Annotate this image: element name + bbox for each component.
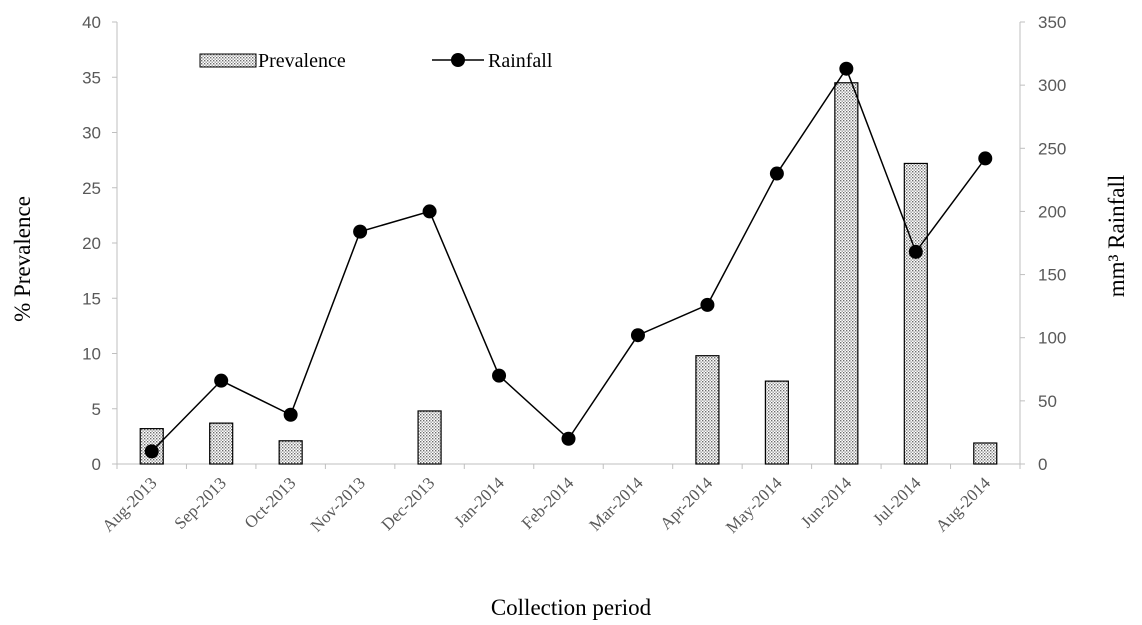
x-tick-label: Oct-2013: [241, 473, 300, 532]
prevalence-bar: [278, 440, 303, 465]
rainfall-point: [839, 61, 854, 76]
rainfall-point: [283, 407, 298, 422]
prevalence-bar: [209, 422, 234, 465]
legend: Prevalence Rainfall: [199, 50, 553, 72]
y-tick-label: 10: [82, 345, 101, 364]
y-tick-label: 30: [82, 124, 101, 143]
y-tick-label: 40: [82, 13, 101, 32]
rainfall-point: [144, 444, 159, 459]
legend-rainfall-label: Rainfall: [488, 50, 553, 72]
prevalence-bar: [417, 410, 442, 465]
x-tick-label: Dec-2013: [378, 473, 439, 534]
prevalence-bar: [973, 442, 998, 465]
x-tick-label: Aug-2014: [932, 473, 995, 536]
rainfall-line: [151, 67, 986, 452]
x-tick-label: Jul-2014: [869, 473, 925, 529]
y-tick-label: 35: [82, 68, 101, 87]
legend-prevalence-label: Prevalence: [258, 50, 346, 72]
y-tick-label: 15: [82, 289, 101, 308]
x-tick-label: Feb-2014: [518, 473, 578, 533]
prevalence-bar: [903, 162, 928, 465]
prevalence-bar: [764, 380, 789, 465]
rainfall-point: [492, 368, 507, 383]
prevalence-bar: [834, 82, 859, 465]
rainfall-point: [353, 224, 368, 239]
x-tick-label: Mar-2014: [586, 473, 648, 535]
rainfall-point: [700, 297, 715, 312]
y2-tick-label: 150: [1038, 266, 1066, 285]
x-tick-label: Nov-2013: [307, 473, 369, 535]
y2-tick-label: 100: [1038, 329, 1066, 348]
rainfall-point: [908, 244, 923, 259]
x-tick-label: Jun-2014: [797, 473, 856, 532]
y-tick-label: 5: [92, 400, 101, 419]
y2-tick-label: 250: [1038, 139, 1066, 158]
legend-prevalence-swatch: [199, 53, 257, 68]
legend-rainfall-marker: [451, 53, 465, 67]
y2-tick-label: 50: [1038, 392, 1057, 411]
y2-tick-label: 200: [1038, 202, 1066, 221]
x-tick-label: Jan-2014: [450, 473, 508, 531]
x-tick-label: Sep-2013: [171, 473, 231, 533]
y2-tick-label: 300: [1038, 76, 1066, 95]
x-tick-label: Aug-2013: [98, 473, 160, 535]
rainfall-point: [422, 204, 437, 219]
y2-tick-label: 350: [1038, 13, 1066, 32]
prevalence-bar: [695, 355, 720, 465]
rainfall-point: [214, 373, 229, 388]
y-tick-label: 25: [82, 179, 101, 198]
rainfall-point: [978, 151, 993, 166]
y-axis-title: % Prevalence: [10, 196, 35, 322]
y2-tick-label: 0: [1038, 455, 1047, 474]
y2-axis-title: mm³ Rainfall: [1104, 175, 1129, 298]
y-tick-label: 0: [92, 455, 101, 474]
y-tick-label: 20: [82, 234, 101, 253]
rainfall-point: [769, 166, 784, 181]
rainfall-point: [561, 431, 576, 446]
x-tick-label: May-2014: [722, 473, 786, 537]
x-tick-label: Apr-2014: [656, 473, 716, 533]
rainfall-point: [630, 328, 645, 343]
x-axis-title: Collection period: [491, 595, 652, 620]
